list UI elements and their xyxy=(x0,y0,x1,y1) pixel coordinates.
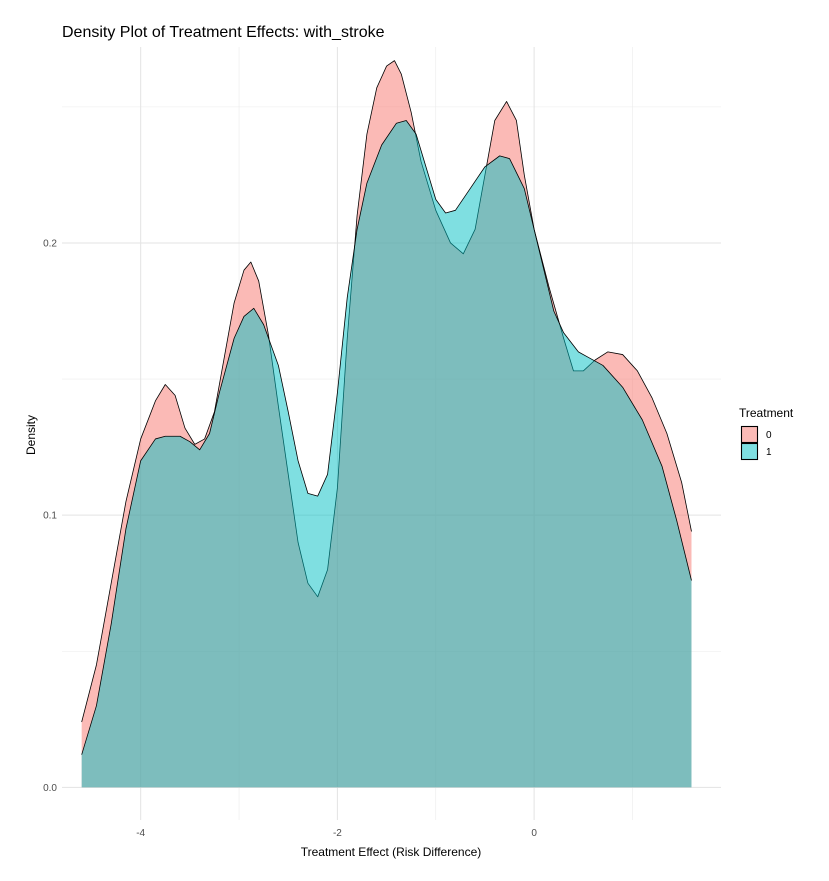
density-area-series-1 xyxy=(81,120,692,788)
y-tick-label: 0.0 xyxy=(43,783,57,794)
legend-key-series-1 xyxy=(740,442,759,461)
x-tick-label: 0 xyxy=(531,828,537,839)
legend-items: 01 xyxy=(740,425,772,461)
legend-key-series-0 xyxy=(740,425,759,444)
y-tick-label: 0.1 xyxy=(43,511,57,522)
legend-title: Treatment xyxy=(739,406,794,420)
legend-label-series-1: 1 xyxy=(766,447,772,458)
density-outline-series-1 xyxy=(81,120,692,755)
axis-layer: -4 -2 0 0.0 0.1 0.2 xyxy=(43,238,537,839)
series-layer xyxy=(81,60,692,788)
legend: Treatment 01 xyxy=(739,406,794,461)
chart-title: Density Plot of Treatment Effects: with_… xyxy=(62,24,385,41)
x-axis-title: Treatment Effect (Risk Difference) xyxy=(301,845,482,859)
x-tick-label: -2 xyxy=(333,828,342,839)
legend-label-series-0: 0 xyxy=(766,430,772,441)
x-tick-label: -4 xyxy=(136,828,145,839)
y-axis-title: Density xyxy=(24,415,38,455)
y-tick-label: 0.2 xyxy=(43,238,57,249)
